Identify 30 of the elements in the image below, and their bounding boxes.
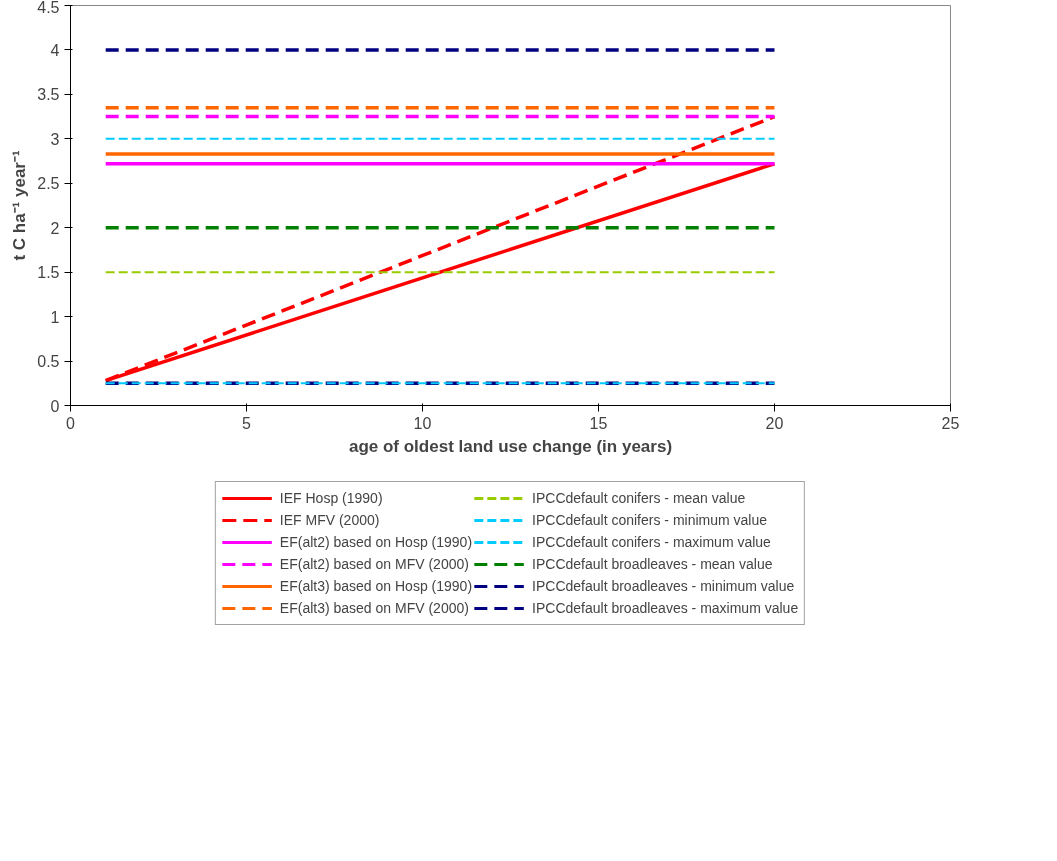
legend-label: IEF Hosp (1990): [279, 490, 383, 506]
y-tick-label: 3: [50, 130, 60, 148]
x-tick-label: 20: [765, 414, 784, 432]
legend-label: IPCCdefault conifers - minimum value: [532, 512, 768, 528]
legend-label: EF(alt3) based on Hosp (1990): [279, 578, 473, 594]
legend-label: IPCCdefault conifers - maximum value: [532, 534, 771, 550]
y-tick-label: 2.5: [37, 175, 60, 193]
y-tick-label: 0.5: [37, 353, 60, 371]
legend-label: EF(alt2) based on Hosp (1990): [279, 534, 473, 550]
y-tick-label: 1.5: [37, 264, 60, 282]
y-tick-label: 3.5: [37, 86, 60, 104]
legend-label: IPCCdefault broadleaves - maximum value: [532, 600, 799, 616]
y-tick-label: 4: [50, 41, 60, 59]
legend-label: IPCCdefault broadleaves - minimum value: [532, 578, 795, 594]
x-axis-title: age of oldest land use change (in years): [348, 436, 673, 456]
legend-label: IEF MFV (2000): [279, 512, 380, 528]
legend-label: IPCCdefault broadleaves - mean value: [532, 556, 773, 572]
x-tick-label: 25: [941, 414, 960, 432]
legend-label: EF(alt3) based on MFV (2000): [279, 600, 469, 616]
y-tick-label: 4.5: [37, 0, 60, 16]
legend-label: IPCCdefault conifers - mean value: [532, 490, 746, 506]
x-tick-label: 5: [242, 414, 252, 432]
y-axis-title: t C ha⁻¹ year⁻¹: [10, 150, 30, 261]
y-tick-label: 2: [50, 219, 60, 237]
y-tick-label: 0: [50, 397, 60, 415]
x-tick-label: 0: [66, 414, 76, 432]
x-tick-label: 10: [413, 414, 432, 432]
legend-label: EF(alt2) based on MFV (2000): [279, 556, 469, 572]
x-tick-label: 15: [589, 414, 608, 432]
y-tick-label: 1: [50, 308, 60, 326]
